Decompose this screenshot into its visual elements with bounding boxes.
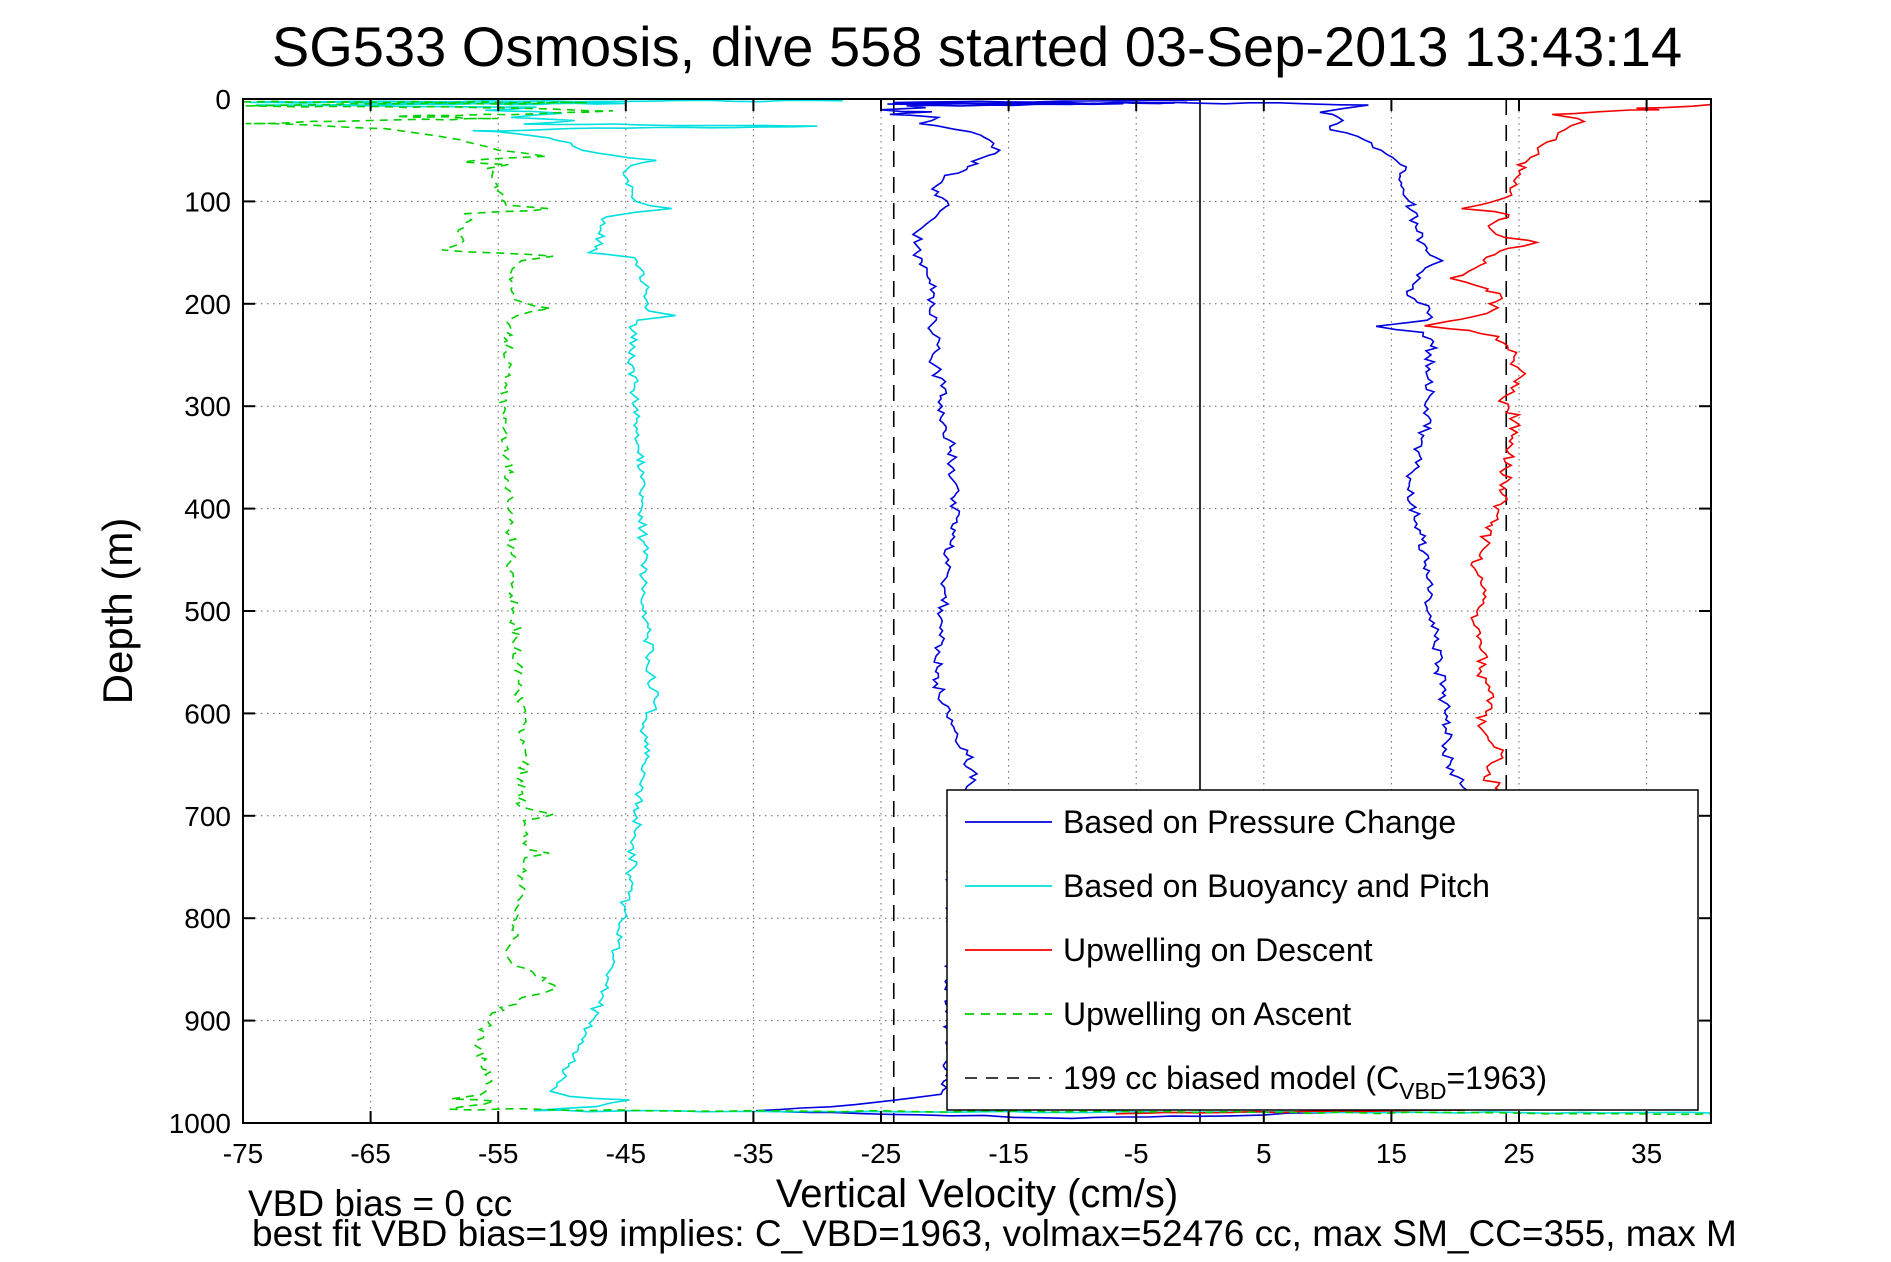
- best-fit-annotation: best fit VBD bias=199 implies: C_VBD=196…: [252, 1213, 1737, 1254]
- legend: Based on Pressure Change Based on Buoyanc…: [946, 789, 1699, 1111]
- series-line-1: [249, 99, 1712, 1115]
- legend-box: [946, 789, 1699, 1111]
- y-tick-label: 200: [184, 289, 231, 320]
- y-tick-label: 1000: [169, 1108, 231, 1139]
- legend-label: Upwelling on Ascent: [1063, 996, 1351, 1032]
- legend-label: 199 cc biased model (CVBD=1963): [1063, 1060, 1547, 1104]
- x-tick-label: -75: [223, 1138, 263, 1169]
- legend-label: Based on Buoyancy and Pitch: [1063, 868, 1490, 904]
- x-tick-label: -55: [478, 1138, 518, 1169]
- y-tick-label: 500: [184, 596, 231, 627]
- x-tick-label: 25: [1503, 1138, 1534, 1169]
- x-tick-label: 5: [1256, 1138, 1272, 1169]
- y-tick-label: 600: [184, 698, 231, 729]
- legend-label: Upwelling on Descent: [1063, 932, 1373, 968]
- plot-title: SG533 Osmosis, dive 558 started 03-Sep-2…: [271, 15, 1683, 78]
- x-tick-label: -45: [606, 1138, 646, 1169]
- legend-entry-1: Based on Buoyancy and Pitch: [965, 868, 1490, 904]
- x-tick-label: -35: [733, 1138, 773, 1169]
- y-axis-label: Depth (m): [94, 517, 141, 705]
- axes-box-and-ticks: [242, 98, 1712, 1124]
- legend-entry-0: Based on Pressure Change: [965, 804, 1456, 840]
- y-tick-label: 800: [184, 903, 231, 934]
- legend-entry-3: Upwelling on Ascent: [965, 996, 1351, 1032]
- vbd-bias-annotation: VBD bias = 0 cc: [248, 1183, 513, 1224]
- x-tick-label: -65: [350, 1138, 390, 1169]
- legend-entry-4: 199 cc biased model (CVBD=1963): [965, 1060, 1547, 1104]
- legend-entry-2: Upwelling on Descent: [965, 932, 1373, 968]
- legend-label: Based on Pressure Change: [1063, 804, 1456, 840]
- x-axis-label: Vertical Velocity (cm/s): [775, 1172, 1179, 1216]
- y-tick-label: 0: [215, 84, 231, 115]
- y-tick-label: 100: [184, 186, 231, 217]
- y-tick-label: 900: [184, 1006, 231, 1037]
- series-line-3: [242, 100, 1712, 1116]
- y-tick-label: 700: [184, 801, 231, 832]
- y-tick-label: 400: [184, 494, 231, 525]
- x-tick-label: -25: [861, 1138, 901, 1169]
- x-tick-label: -15: [988, 1138, 1028, 1169]
- y-tick-label: 300: [184, 391, 231, 422]
- x-tick-label: 15: [1376, 1138, 1407, 1169]
- tick-labels: -75 -65 -55 -45 -35 -25 -15 -5 5 15 25 350100200300…: [169, 84, 1662, 1169]
- x-tick-label: 35: [1631, 1138, 1662, 1169]
- x-tick-label: -5: [1124, 1138, 1149, 1169]
